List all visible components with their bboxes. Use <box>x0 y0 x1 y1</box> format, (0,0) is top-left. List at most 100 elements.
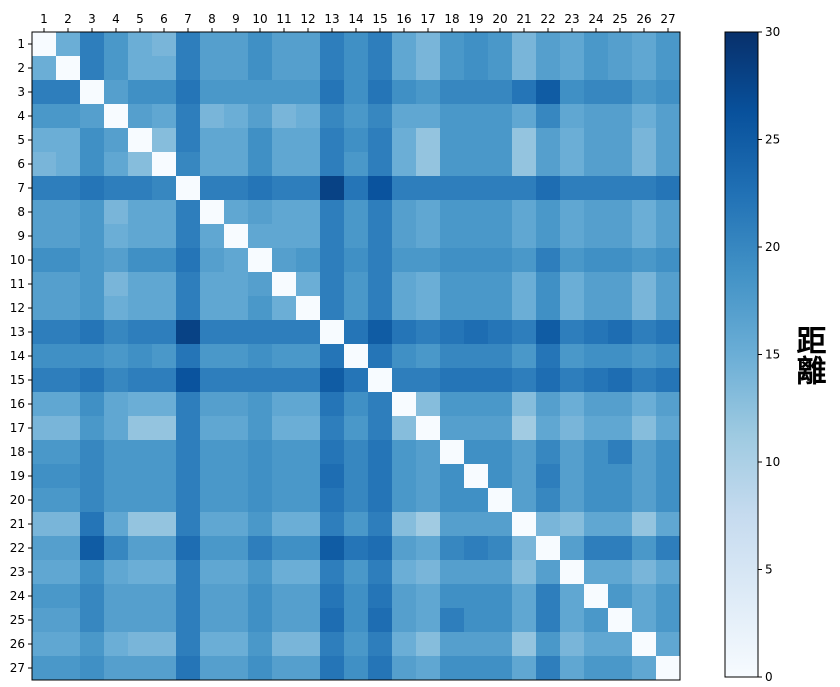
heatmap-cell <box>272 632 297 657</box>
heatmap-cell <box>248 128 273 153</box>
heatmap-cell <box>32 344 57 369</box>
heatmap-cell <box>536 104 561 129</box>
heatmap-cell <box>536 560 561 585</box>
heatmap-cell <box>464 32 489 57</box>
heatmap-cell <box>272 392 297 417</box>
heatmap-cell <box>152 536 177 561</box>
heatmap-cell <box>608 80 633 105</box>
heatmap-cell <box>512 392 537 417</box>
heatmap-cell <box>224 656 249 681</box>
heatmap-cell <box>560 464 585 489</box>
heatmap-cell <box>32 608 57 633</box>
x-axis-ticks: 1 2 3 4 5 6 7 8 9 10 11 12 13 14 15 16 17 18 19 20 21 22 23 24 2… <box>40 12 676 32</box>
heatmap-cell <box>176 464 201 489</box>
heatmap-cell <box>488 32 513 57</box>
heatmap-cell <box>512 128 537 153</box>
x-tick-label: 11 <box>276 12 291 26</box>
heatmap-cell <box>104 392 129 417</box>
heatmap-cell <box>320 488 345 513</box>
heatmap-cell <box>296 296 321 321</box>
heatmap-cell <box>200 176 225 201</box>
heatmap-cell <box>272 656 297 681</box>
heatmap-cell <box>152 320 177 345</box>
heatmap-cell <box>272 176 297 201</box>
heatmap-cell <box>464 512 489 537</box>
heatmap-cell <box>656 152 681 177</box>
heatmap-cell <box>368 464 393 489</box>
heatmap-cell <box>608 176 633 201</box>
x-tick-label: 25 <box>612 12 627 26</box>
heatmap-cell <box>536 272 561 297</box>
heatmap-cell <box>176 488 201 513</box>
y-tick-label: 25 <box>10 613 25 627</box>
heatmap-cell <box>224 632 249 657</box>
heatmap-cell <box>368 224 393 249</box>
heatmap-cell <box>104 296 129 321</box>
heatmap-cell <box>32 248 57 273</box>
heatmap-cell <box>176 584 201 609</box>
heatmap-cell <box>656 656 681 681</box>
heatmap-cell <box>80 392 105 417</box>
heatmap-cell <box>128 632 153 657</box>
heatmap-cell <box>560 272 585 297</box>
heatmap-cell <box>32 80 57 105</box>
heatmap-cell <box>56 128 81 153</box>
heatmap-cell <box>272 224 297 249</box>
heatmap-cell <box>536 512 561 537</box>
heatmap-cell <box>176 344 201 369</box>
heatmap-cell <box>248 32 273 57</box>
heatmap-cell <box>152 368 177 393</box>
heatmap-cell <box>128 584 153 609</box>
heatmap-cell <box>536 152 561 177</box>
heatmap-cell <box>200 80 225 105</box>
heatmap-cell <box>560 248 585 273</box>
heatmap-cell <box>560 608 585 633</box>
heatmap-cell <box>104 464 129 489</box>
heatmap-cell <box>512 368 537 393</box>
heatmap-cell <box>656 224 681 249</box>
heatmap-cell <box>440 368 465 393</box>
heatmap-cell <box>416 128 441 153</box>
heatmap-cell <box>608 368 633 393</box>
heatmap-cell <box>80 344 105 369</box>
heatmap-cell <box>584 296 609 321</box>
heatmap-cell <box>440 296 465 321</box>
heatmap-cell <box>128 344 153 369</box>
heatmap-cell <box>656 584 681 609</box>
heatmap-cell <box>128 176 153 201</box>
heatmap-cell <box>392 344 417 369</box>
heatmap-cell <box>32 200 57 225</box>
heatmap-cell <box>248 104 273 129</box>
heatmap-cell <box>536 632 561 657</box>
heatmap-cell <box>464 248 489 273</box>
heatmap-cell <box>56 368 81 393</box>
heatmap-cell <box>56 392 81 417</box>
heatmap-cell <box>176 656 201 681</box>
heatmap-cell <box>440 248 465 273</box>
heatmap-cell <box>392 584 417 609</box>
heatmap-cell <box>608 440 633 465</box>
heatmap-cell <box>152 80 177 105</box>
heatmap-cell <box>152 296 177 321</box>
heatmap-cell <box>656 296 681 321</box>
heatmap-cell <box>80 440 105 465</box>
heatmap-cell <box>320 176 345 201</box>
heatmap-cell <box>584 320 609 345</box>
heatmap-cell <box>56 200 81 225</box>
y-tick-label: 10 <box>10 253 25 267</box>
heatmap-cell <box>368 80 393 105</box>
heatmap-cell <box>464 152 489 177</box>
heatmap-cell <box>632 392 657 417</box>
heatmap-cell <box>656 272 681 297</box>
heatmap-cell <box>56 512 81 537</box>
heatmap-cell <box>368 512 393 537</box>
heatmap-cell <box>416 368 441 393</box>
heatmap-cell <box>464 488 489 513</box>
heatmap-cell <box>152 656 177 681</box>
heatmap-cell <box>248 464 273 489</box>
heatmap-cell <box>344 608 369 633</box>
heatmap-cell <box>200 536 225 561</box>
heatmap-cell <box>248 416 273 441</box>
heatmap-cell <box>416 320 441 345</box>
heatmap-cell <box>272 488 297 513</box>
